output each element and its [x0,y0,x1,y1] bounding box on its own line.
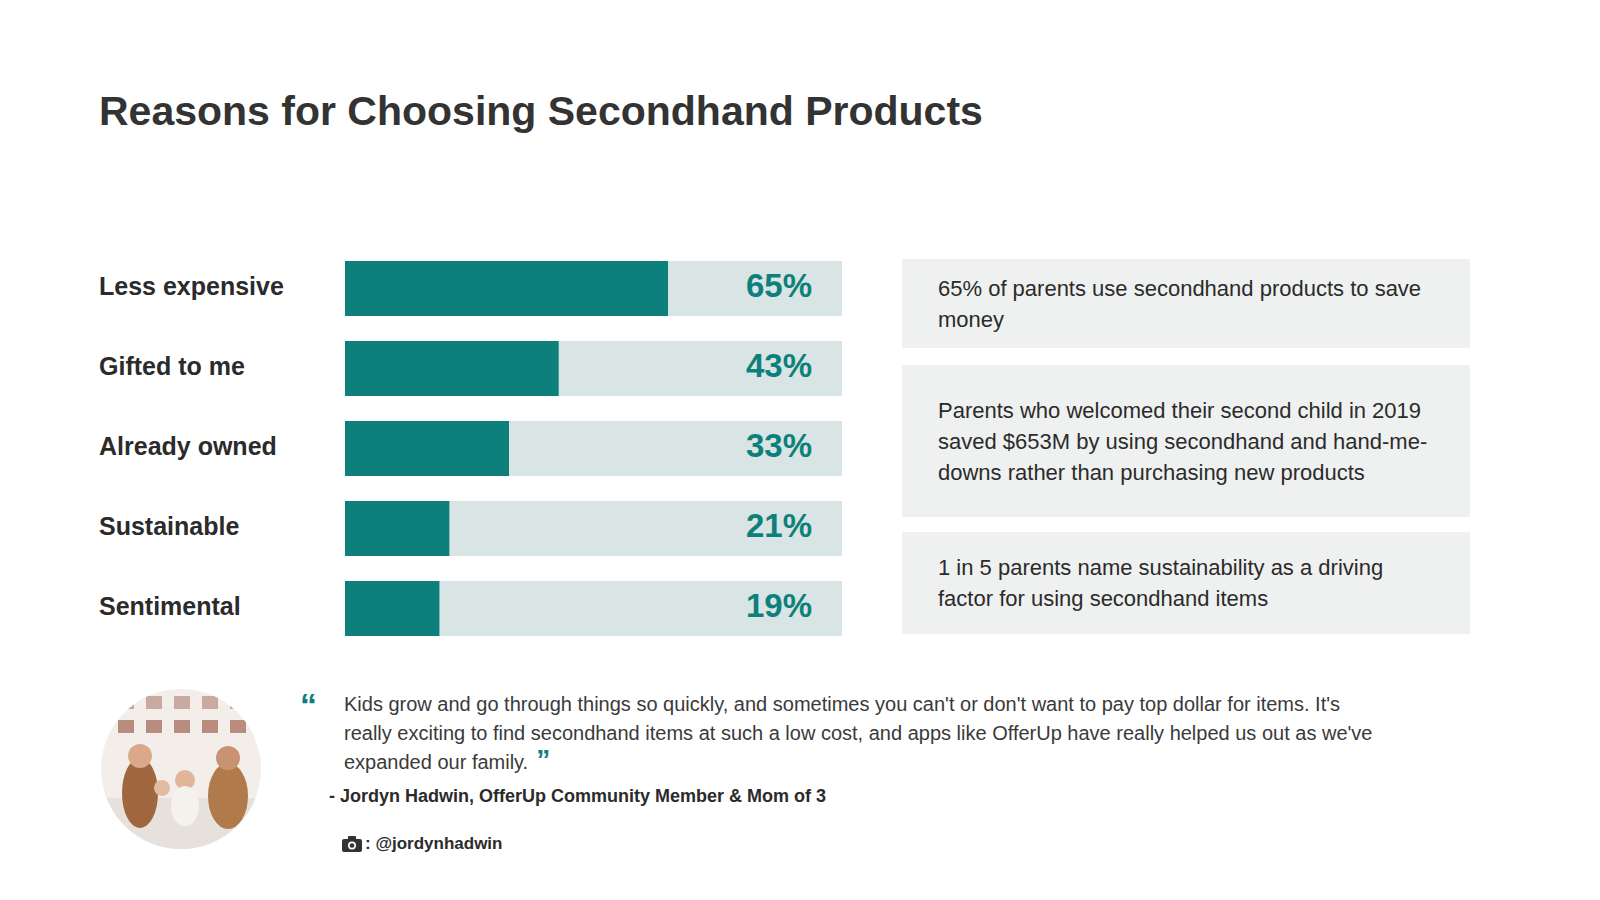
svg-text:Gifted to me: Gifted to me [99,352,245,380]
svg-text:Less expensive: Less expensive [99,272,284,300]
html-text:: @jordynhadwin: : @jordynhadwin [365,834,503,853]
svg-text:Already owned: Already owned [99,432,277,460]
svg-text:Sustainable: Sustainable [99,512,239,540]
html-text:Parents who welcomed their sec: Parents who welcomed their second child … [938,397,1428,485]
html-text:- Jordyn Hadwin, OfferUp Commu: - Jordyn Hadwin, OfferUp Community Membe… [329,786,826,806]
svg-text:65%: 65% [746,267,812,304]
html-text:1 in 5 parents name sustainabi: 1 in 5 parents name sustainability as a … [938,555,1384,611]
svg-text:19%: 19% [746,587,812,624]
html-text:65% of parents use secondhand: 65% of parents use secondhand products t… [938,275,1422,332]
html-text:Reasons for Choosing Secondhan: Reasons for Choosing Secondhand Products [99,88,983,134]
svg-text:21%: 21% [746,507,812,544]
html-text:Kids grow and go through thing: Kids grow and go through things so quick… [344,693,1373,775]
svg-text:Sentimental: Sentimental [99,592,241,620]
svg-text:43%: 43% [746,347,812,384]
svg-text:33%: 33% [746,427,812,464]
